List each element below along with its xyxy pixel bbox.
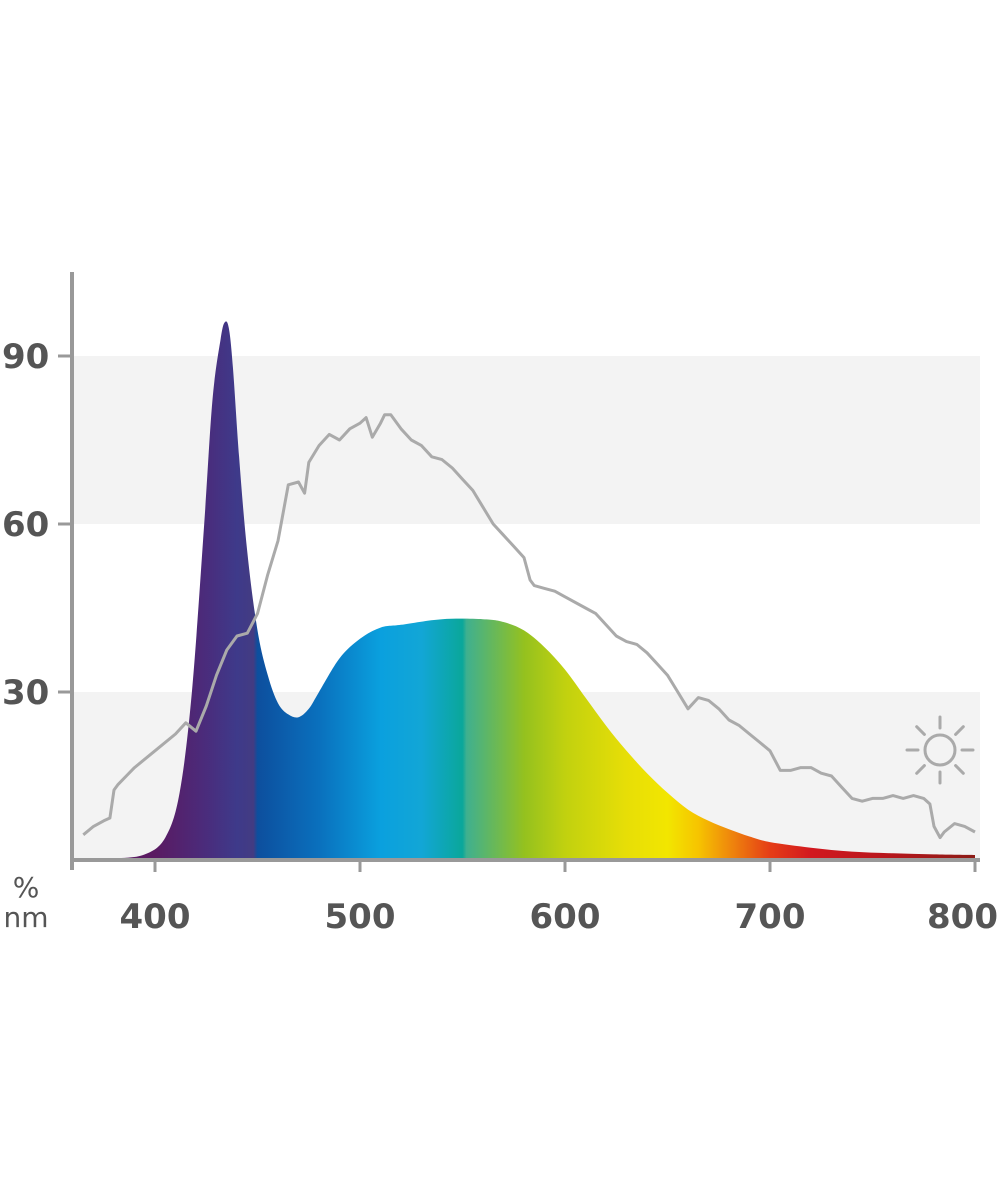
sun-ray-3 (915, 764, 926, 775)
y-tick-label-30: 30 (2, 673, 49, 713)
y-tick-label-90: 90 (2, 337, 49, 377)
sun-ray-7 (954, 725, 965, 736)
sun-icon-disc (923, 733, 957, 767)
axes (58, 272, 980, 872)
x-tick-label-700: 700 (735, 897, 806, 937)
sunlight-line (82, 413, 976, 840)
sun-ray-5 (915, 725, 926, 736)
led-spectrum-series (73, 321, 975, 861)
x-tick-label-800: 800 (927, 897, 998, 937)
tick-labels: 400 500 600 700 800 30 60 90 (2, 337, 998, 937)
x-tick-label-500: 500 (325, 897, 396, 937)
x-tick-label-600: 600 (530, 897, 601, 937)
x-tick-label-400: 400 (120, 897, 191, 937)
sun-icon (905, 715, 975, 785)
sunlight-series (82, 413, 976, 840)
y-unit-label: % (13, 871, 40, 904)
sun-ray-1 (954, 764, 965, 775)
sun-icon-rays (905, 715, 975, 785)
x-unit-label: nm (3, 901, 48, 934)
y-tick-label-60: 60 (2, 505, 49, 545)
led-spectrum-area (73, 321, 975, 861)
